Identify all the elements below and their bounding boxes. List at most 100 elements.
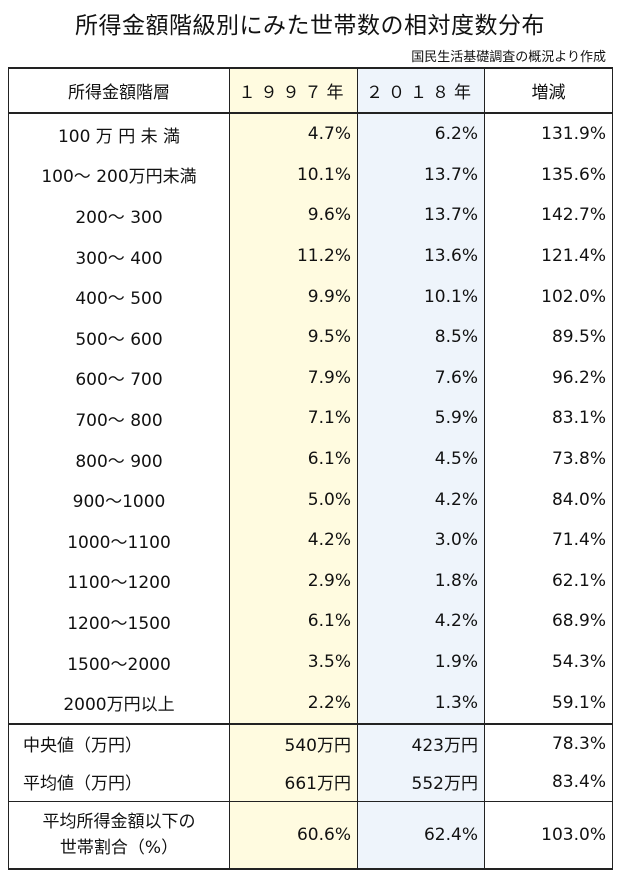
summary-value-change: 103.0% bbox=[484, 800, 613, 870]
value-2018: 6.2% bbox=[357, 113, 485, 155]
table-row: 700～ 800 7.1% 5.9% 83.1% bbox=[8, 398, 613, 439]
summary-value-change: 78.3% bbox=[484, 722, 613, 763]
value-change: 96.2% bbox=[484, 357, 613, 399]
value-2018: 13.6% bbox=[357, 235, 485, 277]
value-1997: 6.1% bbox=[229, 438, 358, 480]
table-row: 900～1000 5.0% 4.2% 84.0% bbox=[8, 479, 613, 520]
header-income-bracket: 所得金額階層 bbox=[8, 67, 230, 114]
value-1997: 9.5% bbox=[229, 316, 358, 358]
summary-label-line1: 平均所得金額以下の bbox=[42, 811, 196, 832]
summary-value-1997: 540万円 bbox=[229, 722, 358, 763]
value-1997: 4.7% bbox=[229, 113, 358, 155]
value-change: 84.0% bbox=[484, 479, 613, 520]
value-change: 62.1% bbox=[484, 560, 613, 602]
row-label: 500～ 600 bbox=[8, 316, 230, 358]
value-1997: 10.1% bbox=[229, 154, 358, 196]
row-label: 1200～1500 bbox=[8, 601, 230, 642]
value-change: 73.8% bbox=[484, 438, 613, 480]
header-change: 増減 bbox=[484, 67, 613, 114]
value-2018: 7.6% bbox=[357, 357, 485, 399]
row-label: 1100～1200 bbox=[8, 560, 230, 602]
summary-value-1997: 661万円 bbox=[229, 762, 358, 802]
table-row: 100 万 円 未 満 4.7% 6.2% 131.9% bbox=[8, 113, 613, 155]
value-1997: 5.0% bbox=[229, 479, 358, 520]
value-1997: 4.2% bbox=[229, 519, 358, 561]
value-change: 54.3% bbox=[484, 641, 613, 683]
value-change: 142.7% bbox=[484, 195, 613, 236]
table-row: 600～ 700 7.9% 7.6% 96.2% bbox=[8, 357, 613, 399]
row-label: 400～ 500 bbox=[8, 276, 230, 317]
value-2018: 5.9% bbox=[357, 398, 485, 439]
table-row: 800～ 900 6.1% 4.5% 73.8% bbox=[8, 438, 613, 480]
value-2018: 8.5% bbox=[357, 316, 485, 358]
row-label: 700～ 800 bbox=[8, 398, 230, 439]
value-change: 89.5% bbox=[484, 316, 613, 358]
value-change: 121.4% bbox=[484, 235, 613, 277]
summary-label: 中央値（万円） bbox=[8, 722, 230, 763]
table-row: 500～ 600 9.5% 8.5% 89.5% bbox=[8, 316, 613, 358]
value-2018: 10.1% bbox=[357, 276, 485, 317]
row-label: 1000～1100 bbox=[8, 519, 230, 561]
value-2018: 4.2% bbox=[357, 601, 485, 642]
value-2018: 1.9% bbox=[357, 641, 485, 683]
summary-row-median: 中央値（万円） 540万円 423万円 78.3% bbox=[8, 722, 613, 763]
summary-label-line2: 世帯割合（%） bbox=[59, 837, 179, 858]
summary-row-mean: 平均値（万円） 661万円 552万円 83.4% bbox=[8, 762, 613, 802]
value-1997: 2.9% bbox=[229, 560, 358, 602]
value-change: 71.4% bbox=[484, 519, 613, 561]
value-2018: 13.7% bbox=[357, 154, 485, 196]
value-1997: 11.2% bbox=[229, 235, 358, 277]
table-row: 1000～1100 4.2% 3.0% 71.4% bbox=[8, 519, 613, 561]
row-label: 200～ 300 bbox=[8, 195, 230, 236]
header-1997: １９９７年 bbox=[229, 67, 358, 114]
row-label: 1500～2000 bbox=[8, 641, 230, 683]
table-row: 2000万円以上 2.2% 1.3% 59.1% bbox=[8, 682, 613, 725]
value-2018: 13.7% bbox=[357, 195, 485, 236]
summary-label-two-line: 平均所得金額以下の 世帯割合（%） bbox=[8, 800, 230, 870]
row-label: 300～ 400 bbox=[8, 235, 230, 277]
summary-row-below-mean-share: 平均所得金額以下の 世帯割合（%） 60.6% 62.4% 103.0% bbox=[8, 800, 613, 870]
value-1997: 9.6% bbox=[229, 195, 358, 236]
summary-value-2018: 423万円 bbox=[357, 722, 485, 763]
value-1997: 7.9% bbox=[229, 357, 358, 399]
income-distribution-table: 所得金額階層 １９９７年 ２０１８年 増減 100 万 円 未 満 4.7% 6… bbox=[8, 67, 613, 870]
summary-value-1997: 60.6% bbox=[229, 800, 358, 870]
table-row: 200～ 300 9.6% 13.7% 142.7% bbox=[8, 195, 613, 236]
header-2018: ２０１８年 bbox=[357, 67, 485, 114]
source-note: 国民生活基礎調査の概況より作成 bbox=[411, 50, 606, 65]
row-label: 100 万 円 未 満 bbox=[8, 113, 230, 155]
value-change: 135.6% bbox=[484, 154, 613, 196]
value-2018: 4.2% bbox=[357, 479, 485, 520]
table-header-row: 所得金額階層 １９９７年 ２０１８年 増減 bbox=[8, 67, 613, 114]
row-label: 2000万円以上 bbox=[8, 682, 230, 725]
value-change: 68.9% bbox=[484, 601, 613, 642]
value-change: 131.9% bbox=[484, 113, 613, 155]
row-label: 800～ 900 bbox=[8, 438, 230, 480]
table-row: 100～ 200万円未満 10.1% 13.7% 135.6% bbox=[8, 154, 613, 196]
row-label: 100～ 200万円未満 bbox=[8, 154, 230, 196]
value-2018: 3.0% bbox=[357, 519, 485, 561]
value-2018: 1.3% bbox=[357, 682, 485, 725]
table-row: 1200～1500 6.1% 4.2% 68.9% bbox=[8, 601, 613, 642]
summary-value-2018: 552万円 bbox=[357, 762, 485, 802]
value-change: 83.1% bbox=[484, 398, 613, 439]
value-1997: 6.1% bbox=[229, 601, 358, 642]
value-change: 59.1% bbox=[484, 682, 613, 725]
table-row: 1100～1200 2.9% 1.8% 62.1% bbox=[8, 560, 613, 602]
value-change: 102.0% bbox=[484, 276, 613, 317]
value-2018: 1.8% bbox=[357, 560, 485, 602]
row-label: 900～1000 bbox=[8, 479, 230, 520]
value-1997: 9.9% bbox=[229, 276, 358, 317]
summary-label: 平均値（万円） bbox=[8, 762, 230, 802]
summary-value-2018: 62.4% bbox=[357, 800, 485, 870]
value-1997: 7.1% bbox=[229, 398, 358, 439]
value-2018: 4.5% bbox=[357, 438, 485, 480]
table-row: 400～ 500 9.9% 10.1% 102.0% bbox=[8, 276, 613, 317]
table-row: 1500～2000 3.5% 1.9% 54.3% bbox=[8, 641, 613, 683]
value-1997: 2.2% bbox=[229, 682, 358, 725]
table-row: 300～ 400 11.2% 13.6% 121.4% bbox=[8, 235, 613, 277]
page-title: 所得金額階級別にみた世帯数の相対度数分布 bbox=[75, 13, 545, 39]
row-label: 600～ 700 bbox=[8, 357, 230, 399]
summary-value-change: 83.4% bbox=[484, 762, 613, 802]
